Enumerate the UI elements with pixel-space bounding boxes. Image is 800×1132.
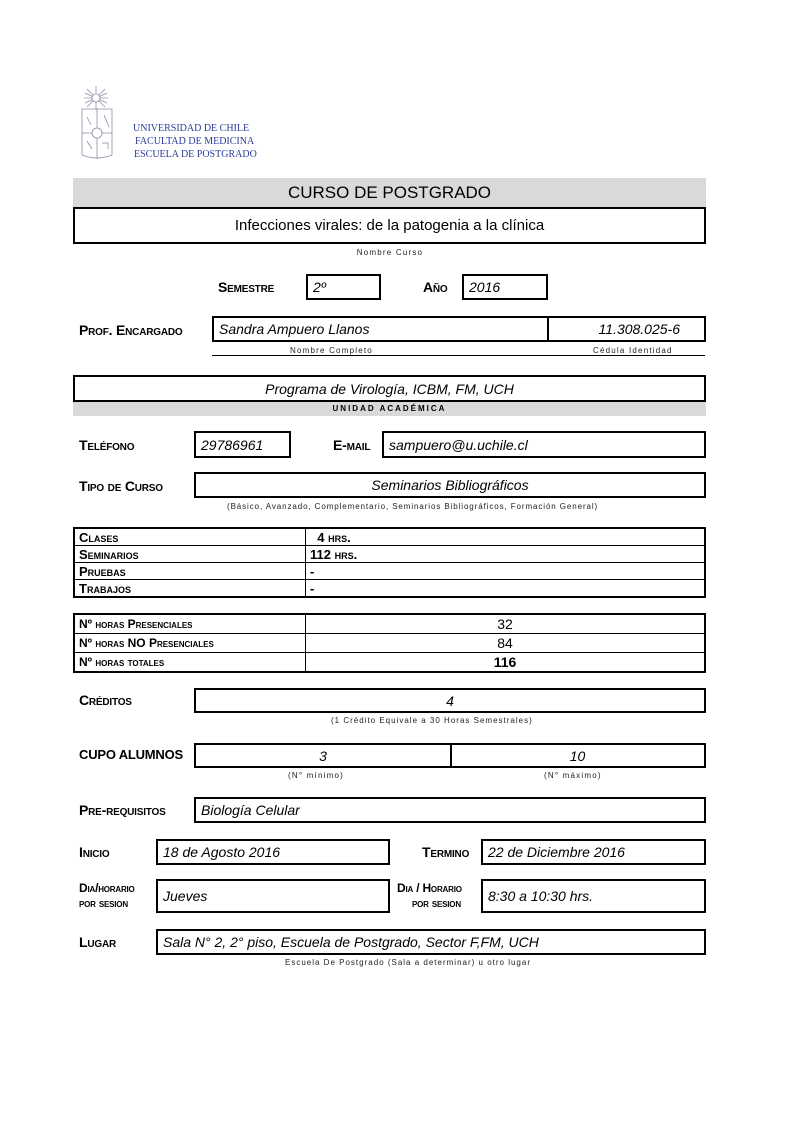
- horas-value[interactable]: 32: [305, 613, 706, 634]
- course-name-caption: Nombre Curso: [356, 248, 424, 257]
- lugar-field[interactable]: Sala N° 2, 2° piso, Escuela de Postgrado…: [156, 929, 706, 955]
- table-row: Seminarios 112 hrs.: [73, 545, 706, 563]
- dia-horario-2-label-line2: por sesion: [412, 896, 461, 910]
- actividades-table: Clases 4 hrs. Seminarios 112 hrs. Pruebas…: [73, 527, 706, 598]
- inicio-label: Inicio: [79, 844, 110, 860]
- cupo-max-caption: (N° máximo): [544, 771, 602, 780]
- lugar-label: Lugar: [79, 934, 116, 950]
- horas-table: Nº horas Presenciales 32 Nº horas NO Pres…: [73, 613, 706, 673]
- telefono-field[interactable]: 29786961: [194, 431, 291, 458]
- table-row: Nº horas NO Presenciales 84: [73, 633, 706, 653]
- anio-field[interactable]: 2016: [462, 274, 548, 300]
- dia-horario-1-label-line2: por sesion: [79, 896, 128, 910]
- course-name-field[interactable]: Infecciones virales: de la patogenia a l…: [73, 207, 706, 244]
- telefono-label: Teléfono: [79, 437, 135, 453]
- actividad-label: Seminarios: [73, 545, 306, 563]
- actividad-label: Pruebas: [73, 562, 306, 580]
- institution-line-1: UNIVERSIDAD DE CHILE: [133, 123, 250, 134]
- actividad-label: Trabajos: [73, 579, 306, 598]
- actividad-value[interactable]: 112 hrs.: [305, 545, 706, 563]
- prerequisitos-label: Pre-requisitos: [79, 802, 166, 818]
- actividad-value[interactable]: 4 hrs.: [305, 527, 706, 546]
- table-row: Nº horas Presenciales 32: [73, 613, 706, 634]
- anio-label: Año: [423, 279, 448, 295]
- actividad-value[interactable]: -: [305, 579, 706, 598]
- horas-value[interactable]: 116: [305, 652, 706, 673]
- unidad-field[interactable]: Programa de Virología, ICBM, FM, UCH: [73, 375, 706, 402]
- unidad-caption: UNIDAD ACADÉMICA: [73, 402, 706, 416]
- cupo-min-field[interactable]: 3: [194, 743, 452, 768]
- horas-label: Nº horas totales: [73, 652, 306, 673]
- creditos-label: Créditos: [79, 692, 132, 708]
- institution-line-2: FACULTAD DE MEDICINA: [135, 136, 255, 147]
- cupo-max-field[interactable]: 10: [450, 743, 706, 768]
- tipo-curso-field[interactable]: Seminarios Bibliográficos: [194, 472, 706, 498]
- dia-horario-1-field[interactable]: Jueves: [156, 879, 390, 913]
- cupo-min-caption: (N° mínimo): [288, 771, 344, 780]
- termino-field[interactable]: 22 de Diciembre 2016: [481, 839, 706, 865]
- cupo-label: CUPO ALUMNOS: [79, 747, 184, 762]
- tipo-curso-label: Tipo de Curso: [79, 478, 163, 494]
- termino-label: Termino: [422, 844, 470, 860]
- table-row: Pruebas -: [73, 562, 706, 580]
- dia-horario-2-field[interactable]: 8:30 a 10:30 hrs.: [481, 879, 706, 913]
- creditos-field[interactable]: 4: [194, 688, 706, 713]
- email-label: E-mail: [333, 437, 371, 453]
- lugar-caption: Escuela De Postgrado (Sala a determinar)…: [285, 958, 531, 967]
- profesor-name-caption: Nombre Completo: [290, 346, 373, 355]
- profesor-label: Prof. Encargado: [79, 322, 183, 338]
- table-row: Nº horas totales 116: [73, 652, 706, 673]
- email-field[interactable]: sampuero@u.uchile.cl: [382, 431, 706, 458]
- dia-horario-1-label-line1: Dia/horario: [79, 881, 135, 895]
- horas-label: Nº horas Presenciales: [73, 613, 306, 634]
- horas-label: Nº horas NO Presenciales: [73, 633, 306, 653]
- profesor-id-caption: Cédula Identidad: [593, 346, 673, 355]
- semestre-label: Semestre: [218, 279, 275, 295]
- prerequisitos-field[interactable]: Biología Celular: [194, 797, 706, 823]
- dia-horario-2-label-line1: Dia / Horario: [397, 881, 462, 895]
- divider: [212, 355, 705, 356]
- university-logo: [81, 86, 113, 159]
- semestre-field[interactable]: 2º: [306, 274, 381, 300]
- table-row: Clases 4 hrs.: [73, 527, 706, 546]
- inicio-field[interactable]: 18 de Agosto 2016: [156, 839, 390, 865]
- actividad-label: Clases: [73, 527, 306, 546]
- actividad-value[interactable]: -: [305, 562, 706, 580]
- table-row: Trabajos -: [73, 579, 706, 598]
- institution-line-3: ESCUELA DE POSTGRADO: [134, 149, 257, 160]
- creditos-caption: (1 Crédito Equivale a 30 Horas Semestral…: [331, 716, 533, 725]
- page-title: CURSO DE POSTGRADO: [73, 178, 706, 207]
- tipo-curso-caption: (Básico, Avanzado, Complementario, Semin…: [227, 502, 599, 511]
- profesor-name-field[interactable]: Sandra Ampuero Llanos: [212, 316, 549, 342]
- profesor-id-field[interactable]: 11.308.025-6: [547, 316, 706, 342]
- horas-value[interactable]: 84: [305, 633, 706, 653]
